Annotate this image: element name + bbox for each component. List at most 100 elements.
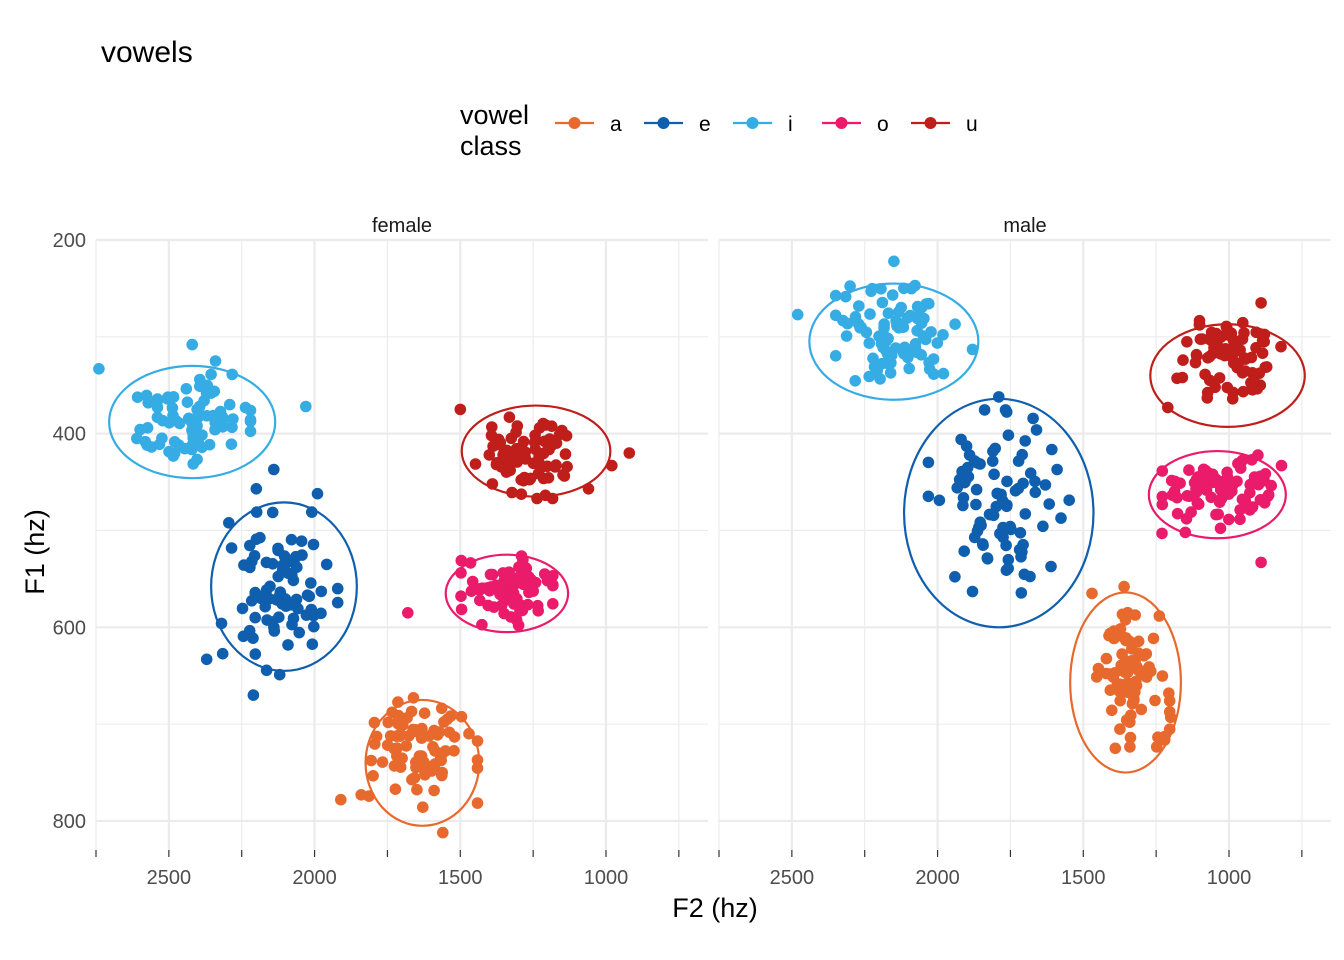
data-point — [292, 602, 304, 615]
data-point — [187, 428, 199, 441]
data-point — [140, 389, 153, 402]
data-point — [249, 611, 261, 624]
confidence-ellipse — [364, 698, 481, 827]
data-point — [1027, 412, 1039, 425]
data-point — [829, 309, 842, 322]
data-point — [249, 648, 262, 660]
confidence-ellipse — [1069, 591, 1183, 774]
data-point — [1219, 343, 1232, 355]
data-point — [513, 561, 525, 573]
data-point — [514, 570, 527, 582]
data-point — [1063, 494, 1075, 507]
data-point — [1181, 336, 1193, 348]
data-point — [1164, 711, 1177, 724]
x-tick-label: 2000 — [292, 867, 337, 889]
data-point — [260, 556, 273, 569]
data-point — [311, 487, 324, 500]
data-point — [1234, 513, 1246, 526]
data-point — [408, 772, 421, 784]
data-point — [1030, 424, 1043, 436]
data-point — [963, 449, 976, 461]
series-e — [200, 463, 358, 701]
data-point — [1014, 527, 1027, 539]
data-point — [1190, 486, 1203, 498]
x-tick-label: 1500 — [438, 867, 483, 889]
data-point — [400, 740, 413, 752]
data-point — [247, 689, 260, 701]
data-point — [1106, 704, 1118, 717]
data-point — [1130, 679, 1143, 692]
data-point — [1135, 703, 1148, 716]
data-point — [1260, 361, 1273, 373]
data-point — [223, 398, 236, 411]
data-point — [512, 619, 525, 632]
data-point — [1201, 392, 1214, 404]
confidence-ellipse — [902, 397, 1095, 629]
data-point — [239, 401, 252, 414]
data-point — [454, 403, 467, 416]
confidence-ellipse — [460, 404, 612, 498]
data-point — [1055, 512, 1067, 524]
data-point — [1119, 614, 1132, 626]
data-point — [216, 647, 229, 660]
data-point — [1223, 513, 1235, 526]
data-point — [1183, 464, 1195, 476]
panel-female: female 2500 2000 1500 1000 200 400 600 800 — [53, 215, 708, 889]
data-point — [1147, 632, 1160, 645]
data-point — [306, 638, 319, 650]
series-a — [1069, 580, 1183, 774]
panel-strip-label: male — [1003, 215, 1046, 237]
data-point — [1019, 508, 1032, 520]
data-point — [1213, 372, 1226, 384]
data-point — [1104, 684, 1117, 696]
data-point — [541, 574, 554, 587]
data-point — [272, 542, 284, 555]
data-point — [949, 318, 961, 331]
data-point — [181, 396, 194, 409]
data-point — [1275, 340, 1287, 353]
data-point — [933, 494, 946, 507]
confidence-ellipse — [210, 501, 358, 672]
legend-key-point — [568, 117, 581, 129]
data-point — [276, 559, 289, 572]
data-point — [542, 441, 555, 454]
confidence-ellipse — [108, 364, 277, 480]
data-point — [1037, 520, 1049, 533]
data-point — [244, 425, 257, 438]
data-point — [791, 308, 804, 321]
data-point — [1265, 479, 1277, 492]
data-point — [966, 343, 979, 356]
data-point — [988, 468, 1000, 481]
data-point — [841, 317, 854, 330]
data-point — [268, 463, 280, 476]
data-point — [1002, 553, 1015, 566]
data-point — [495, 578, 508, 591]
x-tick-label: 2500 — [770, 867, 815, 889]
data-point — [307, 538, 320, 551]
y-tick-label: 800 — [53, 811, 86, 833]
data-point — [245, 595, 258, 607]
data-point — [882, 332, 894, 345]
data-point — [225, 542, 238, 554]
data-point — [1015, 551, 1027, 563]
data-point — [131, 391, 144, 404]
data-point — [1210, 327, 1223, 340]
data-point — [875, 283, 887, 295]
data-point — [1181, 490, 1193, 502]
data-point — [389, 783, 402, 795]
data-point — [1163, 695, 1176, 707]
data-point — [193, 400, 206, 413]
data-point — [1191, 496, 1204, 509]
data-point — [1239, 495, 1252, 508]
data-point — [1128, 694, 1140, 707]
data-point — [423, 730, 435, 742]
data-point — [903, 362, 915, 375]
data-point — [561, 460, 573, 473]
data-point — [1237, 385, 1249, 398]
data-point — [1114, 694, 1126, 707]
data-point — [433, 726, 446, 738]
data-point — [1000, 539, 1012, 552]
data-point — [978, 404, 991, 416]
data-point — [1239, 353, 1252, 365]
data-point — [911, 300, 924, 313]
